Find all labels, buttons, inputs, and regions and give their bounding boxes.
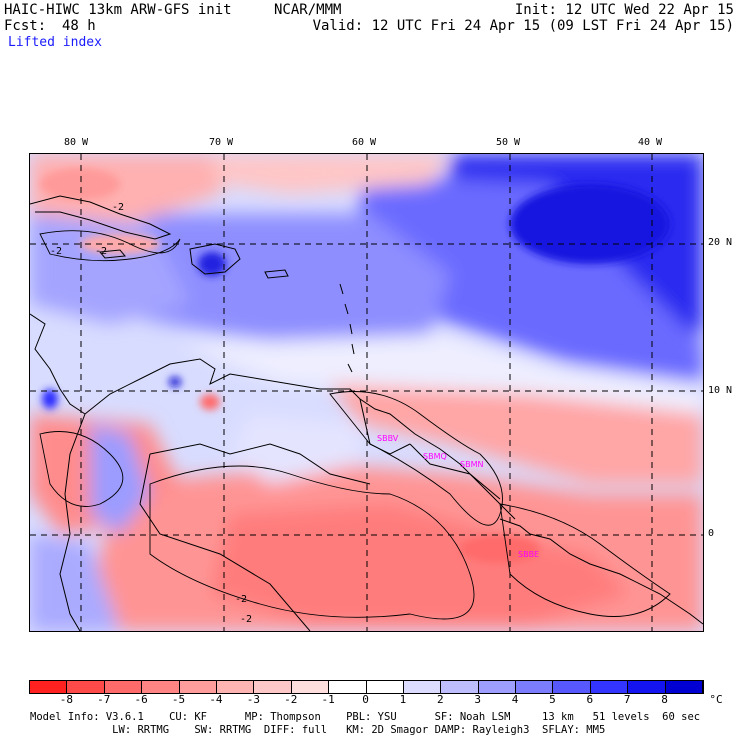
colorbar-segment xyxy=(553,681,591,693)
lon-tick: 40 W xyxy=(638,137,663,148)
colorbar xyxy=(29,680,704,694)
colorbar-segment xyxy=(67,681,105,693)
station-label: SBMN xyxy=(460,460,484,469)
contour-label: -2 xyxy=(112,202,125,213)
map-field-svg xyxy=(30,154,703,631)
field-name: Lifted index xyxy=(8,35,102,50)
lat-tick: 10 N xyxy=(708,385,733,396)
colorbar-segment xyxy=(590,681,629,693)
contour-label: -2 xyxy=(240,614,253,625)
colorbar-segment xyxy=(179,681,217,693)
colorbar-tick-label: 4 xyxy=(511,693,519,706)
colorbar-tick-label: 8 xyxy=(661,693,668,706)
init-time: Init: 12 UTC Wed 22 Apr 15 xyxy=(514,2,734,18)
graticule xyxy=(30,154,703,631)
valid-time: Valid: 12 UTC Fri 24 Apr 15 (09 LST Fri … xyxy=(312,18,734,34)
colorbar-tick-label: -7 xyxy=(97,693,111,706)
station-label: SBBE xyxy=(518,550,540,559)
colorbar-tick-label: -8 xyxy=(59,693,73,706)
colorbar-tick-label: 3 xyxy=(474,693,481,706)
colorbar-tick-label: 2 xyxy=(436,693,444,706)
colorbar-segment xyxy=(516,681,554,693)
colorbar-segment xyxy=(478,681,517,693)
colorbar-segment xyxy=(441,681,479,693)
lon-tick: 80 W xyxy=(64,137,89,148)
colorbar-segment xyxy=(329,681,367,693)
colorbar-tick-label: -4 xyxy=(209,693,223,706)
colorbar-tick-label: 5 xyxy=(549,693,556,706)
colorbar-segment xyxy=(142,681,180,693)
colorbar-tick-label: -3 xyxy=(246,693,260,706)
model-title: HAIC-HIWC 13km ARW-GFS init xyxy=(4,2,232,18)
colorbar-segment xyxy=(216,681,255,693)
colorbar-segment xyxy=(254,681,292,693)
org-label: NCAR/MMM xyxy=(274,2,342,18)
fcst-hours: 48 h xyxy=(62,18,96,34)
contour-label: -2 xyxy=(50,246,63,257)
colorbar-segment xyxy=(30,681,68,693)
contours xyxy=(39,230,671,620)
colorbar-segment xyxy=(366,681,404,693)
lat-tick: 20 N xyxy=(708,237,733,248)
colorbar-tick-label: 0 xyxy=(362,693,369,706)
colorbar-tick-label: 7 xyxy=(623,693,631,706)
colorbar-segment xyxy=(104,681,143,693)
colorbar-tick-label: -1 xyxy=(321,693,335,706)
contour-label: -2 xyxy=(235,594,248,605)
station-label: SBBV xyxy=(377,434,399,443)
lon-tick: 50 W xyxy=(496,137,521,148)
colorbar-tick-label: -6 xyxy=(134,693,148,706)
colorbar-segment xyxy=(403,681,442,693)
colorbar-tick-label: 6 xyxy=(586,693,594,706)
lat-tick: 0 xyxy=(708,528,715,539)
model-info-line-2: LW: RRTMG SW: RRTMG DIFF: full KM: 2D Sm… xyxy=(30,724,606,736)
field-shading xyxy=(30,154,703,631)
colorbar-tick-label: -5 xyxy=(171,693,186,706)
fcst-label: Fcst: xyxy=(4,18,47,34)
colorbar-tick-label: -2 xyxy=(284,693,298,706)
lon-tick: 70 W xyxy=(209,137,234,148)
station-label: SBMQ xyxy=(423,452,447,461)
lifted-index-map: -2 -2 -2 -2 -2 SBBV SBMQ SBMN SBBE xyxy=(29,153,704,632)
model-info-line-1: Model Info: V3.6.1 CU: KF MP: Thompson P… xyxy=(30,711,701,723)
contour-label: -2 xyxy=(95,246,108,257)
colorbar-segment xyxy=(665,681,704,693)
lon-tick: 60 W xyxy=(352,137,377,148)
colorbar-segment xyxy=(291,681,330,693)
colorbar-tick-label: 1 xyxy=(399,693,407,706)
colorbar-segment xyxy=(628,681,666,693)
colorbar-unit: °C xyxy=(709,693,723,706)
coastlines xyxy=(30,195,703,631)
